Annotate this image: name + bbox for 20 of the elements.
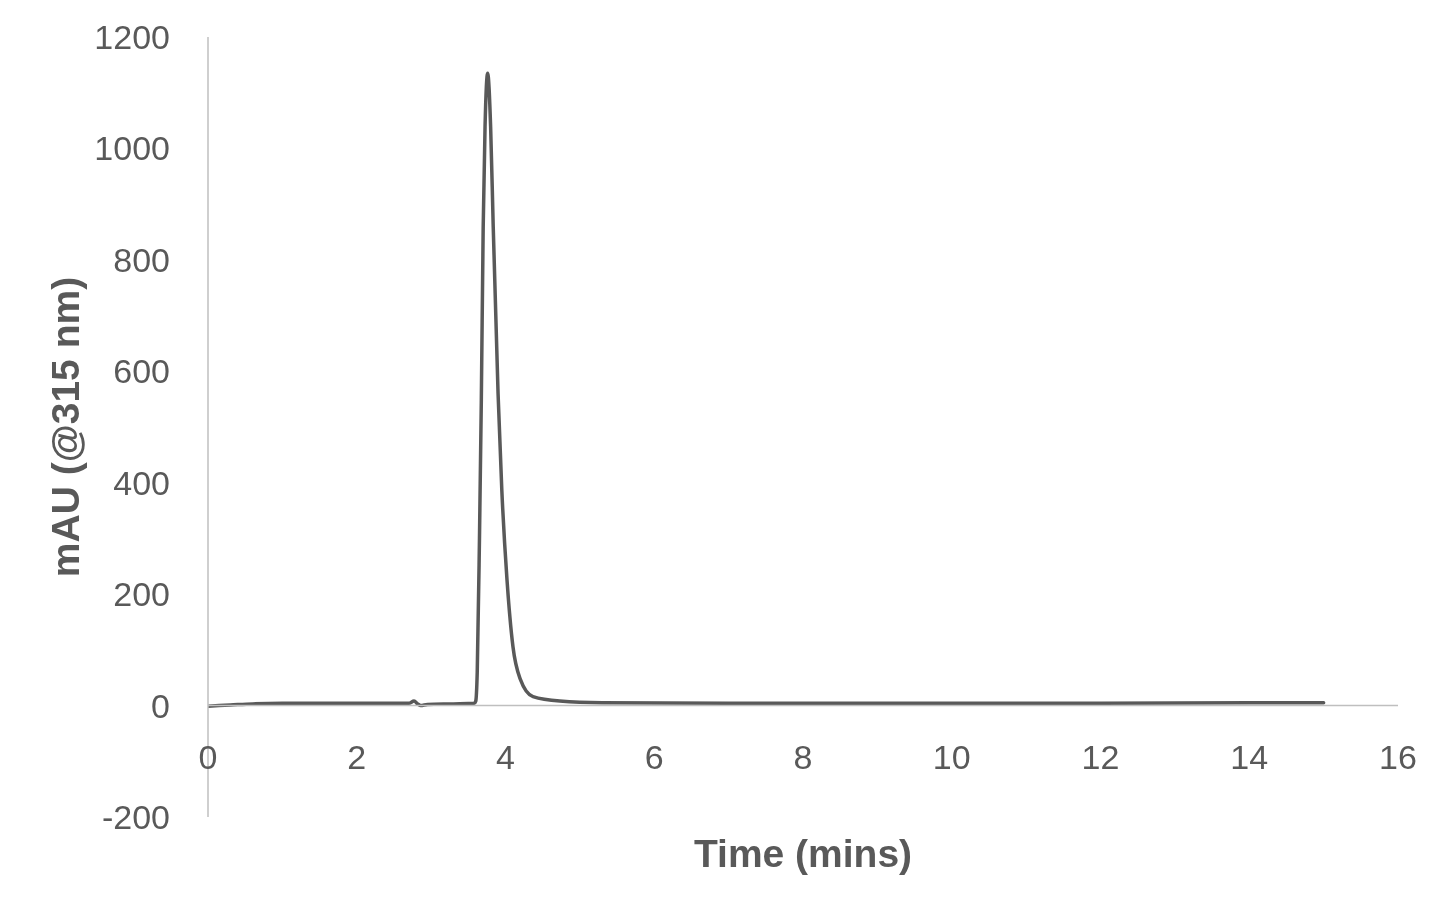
y-tick-label: 1000 [94,129,170,168]
x-tick-label: 6 [644,737,664,776]
line-series [208,71,1326,708]
y-tick-label: -200 [101,798,170,837]
y-tick-label: 400 [113,463,170,502]
x-tick-label: 0 [198,737,218,776]
y-axis-title: mAU (@315 nm) [43,276,87,578]
x-tick-label: 10 [932,737,971,776]
x-tick-label: 4 [496,737,515,776]
y-tick-label: 1200 [94,18,170,57]
y-tick-label: 600 [113,352,170,391]
x-tick-label: 16 [1379,737,1417,776]
x-tick-label: 8 [793,737,813,776]
x-axis-title: Time (mins) [693,831,913,875]
x-tick-label: 14 [1230,737,1269,776]
x-tick-label: 12 [1081,737,1120,776]
x-tick-label: 2 [347,737,367,776]
y-tick-label: 800 [113,240,170,279]
y-tick-label: 200 [113,575,170,614]
y-tick-label: 0 [151,686,170,725]
